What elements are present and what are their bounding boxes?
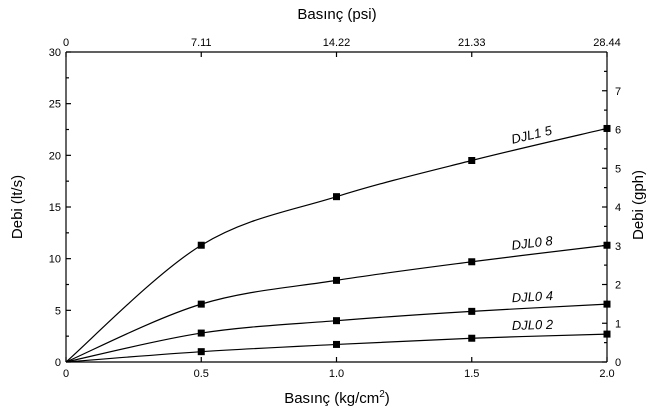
y2-tick-label: 3 [615,241,621,253]
series-markers [197,124,611,356]
x-tick-label: 0.5 [194,368,209,380]
series-marker [333,193,340,201]
series-marker [468,258,476,266]
x-tick-label: 0 [63,368,69,380]
series-labels: DJL1 5 DJL0 8 DJL0 4 DJL0 2 [510,122,554,333]
series-label: DJL0 2 [512,317,554,333]
x2-tick-label: 7.11 [191,37,212,49]
x-tick-label: 1.5 [464,368,479,380]
y2-tick-label: 7 [615,86,621,98]
series-marker [197,300,205,308]
x-axis-title: Basınç (kg/cm2) [284,389,390,407]
y-tick-label: 5 [55,305,61,317]
x2-tick-label: 14.22 [323,37,351,49]
series-marker [333,340,340,348]
y2-tick-label: 5 [615,163,621,175]
y-tick-label: 30 [49,47,61,59]
y2-tick-label: 0 [615,357,621,369]
series-label: DJL1 5 [510,122,554,146]
series-label: DJL0 4 [511,288,553,305]
y2-axis-title: Debi (gph) [630,170,647,240]
series-marker [603,300,611,308]
series-marker [197,348,205,356]
series-marker [468,307,476,315]
y2-tick-label: 4 [615,202,621,214]
series-line [65,127,608,363]
y-tick-label: 25 [49,99,61,111]
y-tick-label: 0 [55,357,61,369]
series-marker [197,241,205,249]
series-marker [603,124,611,132]
x2-axis-title: Basınç (psi) [297,6,376,23]
axis-ticks [65,51,608,363]
x2-tick-label: 21.33 [458,37,486,49]
y-axis-title: Debi (lt/s) [9,175,26,239]
y-tick-label: 10 [49,254,61,266]
axis-tick-labels: 0 0.5 1.0 1.5 2.00 7.11 14.22 21.33 28.440510152… [49,37,621,380]
x2-tick-label: 28.44 [593,37,621,49]
series-label: DJL0 8 [511,233,554,253]
x-tick-label: 1.0 [329,368,344,380]
y2-tick-label: 1 [615,318,621,330]
series-marker [468,334,476,342]
y-tick-label: 15 [49,202,61,214]
series-marker [197,329,205,337]
y2-tick-label: 6 [615,125,621,137]
plot-frame [65,51,608,363]
series-marker [603,241,611,249]
y2-tick-label: 2 [615,280,621,292]
x-tick-label: 2.0 [599,368,614,380]
y-tick-label: 20 [49,150,61,162]
series-marker [603,330,611,338]
series-marker [468,157,476,164]
series-line [65,303,608,363]
x2-tick-label: 0 [63,37,69,49]
series-marker [333,317,340,325]
series-marker [333,276,340,284]
